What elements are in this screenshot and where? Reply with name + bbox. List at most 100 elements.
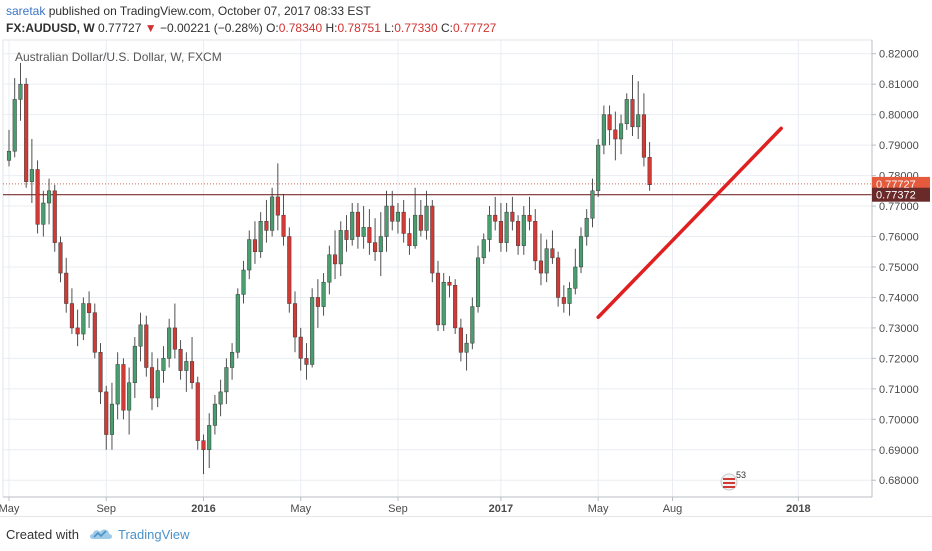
time-tick-label: Aug: [663, 503, 683, 515]
flag-stripe: [723, 486, 735, 488]
candle-body: [361, 227, 366, 237]
candle-body: [201, 440, 206, 451]
candle: [418, 199, 423, 237]
candle: [407, 218, 412, 255]
tradingview-cloud-icon[interactable]: [88, 526, 114, 542]
price-axis[interactable]: 0.68000 0.69000 0.70000 0.71000 0.72000 0.730…: [871, 40, 919, 497]
candle-body: [275, 196, 280, 216]
candle-body: [92, 312, 97, 353]
candle: [212, 394, 217, 435]
candle-body: [304, 358, 309, 365]
candle-body: [481, 239, 486, 259]
candle-body: [567, 288, 572, 304]
candle-body: [52, 190, 57, 243]
candle: [218, 379, 223, 417]
candle-body: [58, 242, 63, 274]
low-value: 0.77330: [394, 21, 438, 35]
price-tick-label: 0.82000: [879, 49, 919, 61]
candle-body: [384, 205, 389, 237]
candle: [544, 239, 549, 283]
candle: [258, 212, 263, 258]
candle: [521, 206, 526, 255]
candle: [590, 178, 595, 228]
candle-body: [35, 169, 40, 225]
candle-body: [544, 248, 549, 274]
candle: [384, 190, 389, 252]
candle: [367, 209, 372, 255]
candle-body: [109, 403, 115, 435]
candle: [504, 202, 509, 252]
candle: [189, 337, 195, 389]
candle-body: [355, 211, 360, 237]
candle-body: [470, 306, 475, 344]
candle: [596, 139, 601, 197]
price-tick-label: 0.71000: [879, 384, 919, 396]
candle-body: [184, 361, 189, 371]
candle-body: [298, 336, 303, 359]
candle-body: [350, 211, 355, 240]
candle-body: [373, 242, 378, 252]
price-tick-label: 0.80000: [879, 110, 919, 122]
candle-body: [613, 129, 618, 140]
candle-body: [224, 367, 229, 393]
candle-body: [332, 254, 338, 265]
candle: [601, 105, 606, 155]
price-tick-label: 0.81000: [879, 79, 919, 91]
candle-body: [630, 99, 635, 128]
candle-body: [641, 114, 646, 158]
candle-body: [121, 364, 126, 411]
candle: [332, 230, 338, 280]
tradingview-brand[interactable]: TradingView: [118, 527, 190, 542]
open-label: O:: [266, 21, 279, 35]
candle: [292, 291, 298, 353]
badge-number: 53: [736, 470, 746, 480]
candle: [390, 190, 395, 231]
candle: [52, 184, 57, 252]
candle-body: [144, 324, 149, 368]
time-tick-label: May: [588, 503, 609, 515]
candle-body: [172, 327, 177, 350]
candle: [424, 190, 429, 240]
candle-body: [636, 114, 641, 128]
candle-body: [504, 211, 509, 243]
candle: [69, 288, 74, 335]
candle: [395, 202, 401, 234]
candle-body: [510, 211, 515, 222]
candle-body: [149, 367, 155, 399]
candle-body: [395, 211, 401, 222]
candle: [327, 245, 332, 295]
candle: [493, 196, 498, 231]
price-chart[interactable]: Australian Dollar/U.S. Dollar, W, FXCM 0…: [0, 0, 932, 516]
candle: [470, 297, 475, 350]
last-price: 0.77727: [98, 21, 142, 35]
candle: [550, 230, 555, 264]
candle: [287, 227, 292, 313]
author-link[interactable]: saretak: [6, 4, 46, 18]
price-tick-label: 0.72000: [879, 353, 919, 365]
candle-body: [390, 205, 395, 222]
high-value: 0.78751: [337, 21, 381, 35]
candle: [435, 260, 441, 331]
candle-body: [424, 205, 429, 231]
candle: [561, 285, 566, 313]
candle: [321, 273, 326, 316]
candle: [24, 78, 29, 188]
us-flag-event-badge[interactable]: 53: [720, 470, 746, 491]
time-axis[interactable]: May Sep 2016 May Sep 2017 May Aug 2018: [0, 496, 872, 515]
candle-body: [258, 221, 263, 252]
trendline[interactable]: [596, 126, 783, 319]
candle-body: [338, 230, 343, 265]
candle: [230, 343, 235, 380]
last-price-label-bg: [872, 176, 930, 191]
candle: [475, 245, 481, 313]
candle: [264, 199, 269, 243]
down-arrow-icon: ▼: [144, 21, 157, 35]
trendline-segment: [596, 126, 783, 319]
candle: [573, 248, 578, 295]
open-value: 0.78340: [278, 21, 323, 35]
candle-body: [533, 221, 538, 262]
candle: [630, 75, 635, 136]
candle-body: [155, 370, 160, 399]
candle: [533, 209, 538, 271]
candle: [81, 297, 86, 341]
